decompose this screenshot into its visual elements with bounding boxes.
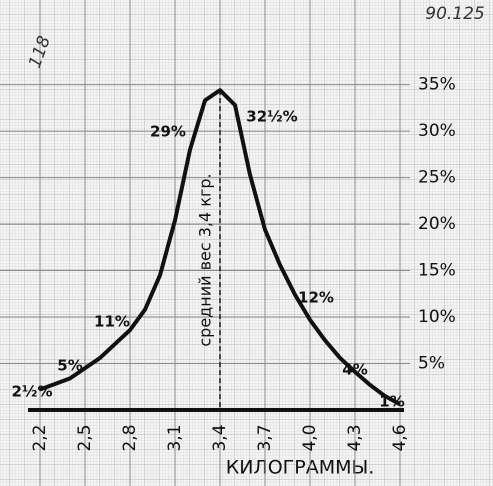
handwritten-note: 90.125	[425, 4, 484, 24]
x-tick-label: 2,2	[30, 424, 50, 451]
x-tick-label: 3,4	[210, 424, 230, 451]
x-axis-label: КИЛОГРАММЫ.	[226, 457, 375, 479]
curve	[39, 88, 401, 407]
x-tick-label: 4,3	[345, 424, 365, 451]
x-tick-label: 3,7	[255, 424, 275, 451]
x-tick-label: 2,8	[120, 424, 140, 451]
x-tick-label: 4,6	[390, 424, 410, 451]
point-annotation: 5%	[57, 357, 82, 375]
x-tick-label: 3,1	[165, 424, 185, 451]
point-annotation: 4%	[342, 361, 367, 379]
y-tick-label: 35%	[418, 75, 456, 95]
y-tick-label: 30%	[418, 121, 456, 141]
y-tick-label: 20%	[418, 214, 456, 234]
point-annotation: 11%	[94, 313, 130, 331]
x-tick-label: 2,5	[75, 424, 95, 451]
point-annotation: 32½%	[246, 108, 297, 126]
point-annotation: 1%	[379, 393, 404, 411]
point-annotation: 12%	[298, 289, 334, 307]
point-annotation: 2½%	[12, 383, 53, 401]
y-tick-label: 10%	[418, 307, 456, 327]
y-tick-label: 15%	[418, 261, 456, 281]
y-tick-label: 25%	[418, 168, 456, 188]
y-tick-label: 5%	[418, 354, 445, 374]
point-annotation: 29%	[150, 123, 186, 141]
mean-label: средний вес 3,4 кгр.	[196, 173, 215, 346]
x-tick-label: 4,0	[300, 424, 320, 451]
